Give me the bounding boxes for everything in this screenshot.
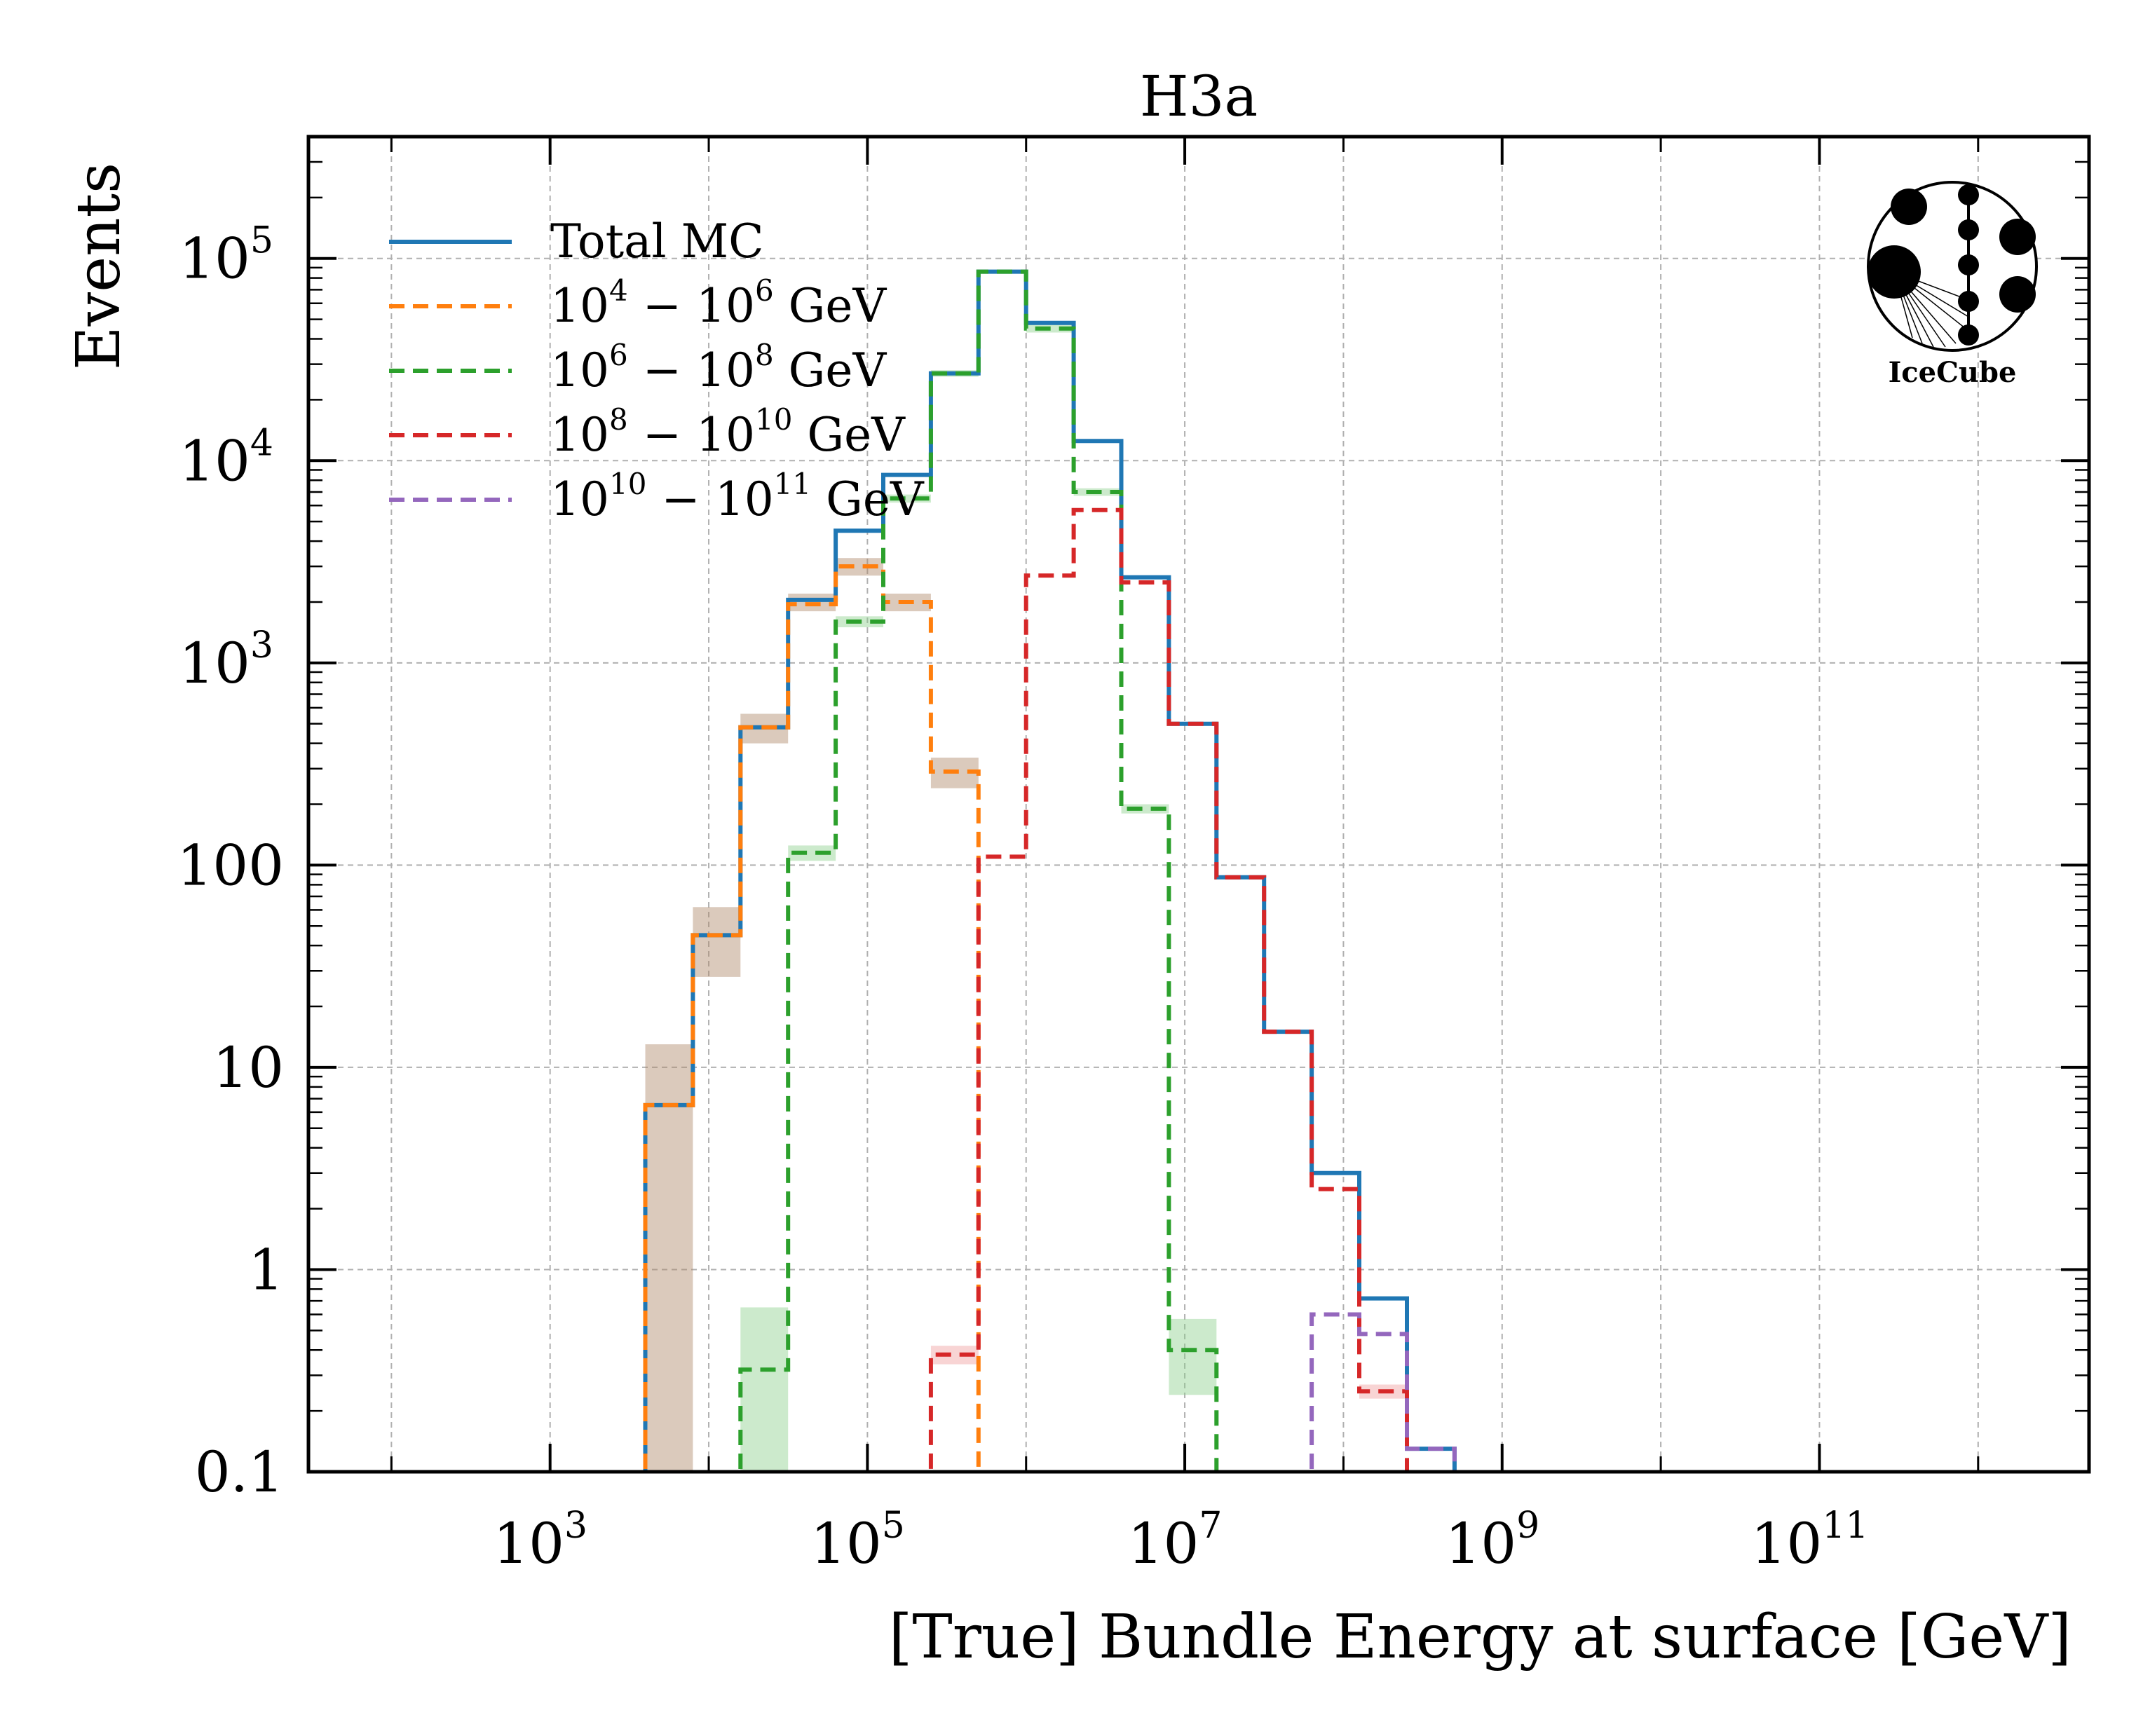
y-tick-label: 105 [179,220,273,292]
histogram-series [643,269,1457,1472]
y-axis-title: Events [64,163,134,370]
legend-label: 106 − 108 GeV [550,338,887,397]
x-tick-label: 107 [1128,1505,1223,1576]
histogram-step-line [1310,1312,1457,1472]
histogram-step-line [643,269,1457,1472]
legend-label: 104 − 106 GeV [550,273,887,333]
uncertainty-band [883,494,931,503]
x-tick-label: 1011 [1750,1505,1868,1576]
y-tick-label: 0.1 [195,1440,284,1505]
uncertainty-band [1121,804,1169,814]
uncertainty-band [788,845,836,861]
grid-lines [308,137,2089,1472]
icecube-logo-text: IceCube [1889,356,2017,389]
y-tick-label: 1 [248,1237,284,1302]
legend-label: 1010 − 1011 GeV [550,467,925,526]
x-tick-label: 103 [493,1505,587,1576]
x-tick-label: 105 [810,1505,905,1576]
y-tick-label: 104 [179,422,273,493]
uncertainty-band [1169,1318,1217,1395]
tick-labels: 103 105 107 109 1011 0.1 1 10 100 103 104 105 [177,220,1868,1576]
uncertainty-band [740,1307,789,1472]
uncertainty-band [645,1044,693,1472]
y-tick-label: 100 [177,833,284,898]
x-tick-label: 109 [1445,1505,1539,1576]
y-tick-label: 103 [179,624,273,696]
axis-ticks [308,137,2089,1473]
uncertainty-band [693,907,741,977]
histogram-step-line [738,269,1219,1472]
histogram-step-line [928,507,1409,1472]
legend-label: Total MC [550,214,764,268]
icecube-logo: IceCube [1867,181,2038,389]
legend-label: 108 − 1010 GeV [550,402,906,462]
chart-title: H3a [1140,64,1258,129]
uncertainty-bands [645,269,1407,1472]
y-tick-label: 10 [212,1035,284,1100]
x-axis-title: [True] Bundle Energy at surface [GeV] [889,1602,2072,1672]
histogram-step-line [643,564,981,1472]
